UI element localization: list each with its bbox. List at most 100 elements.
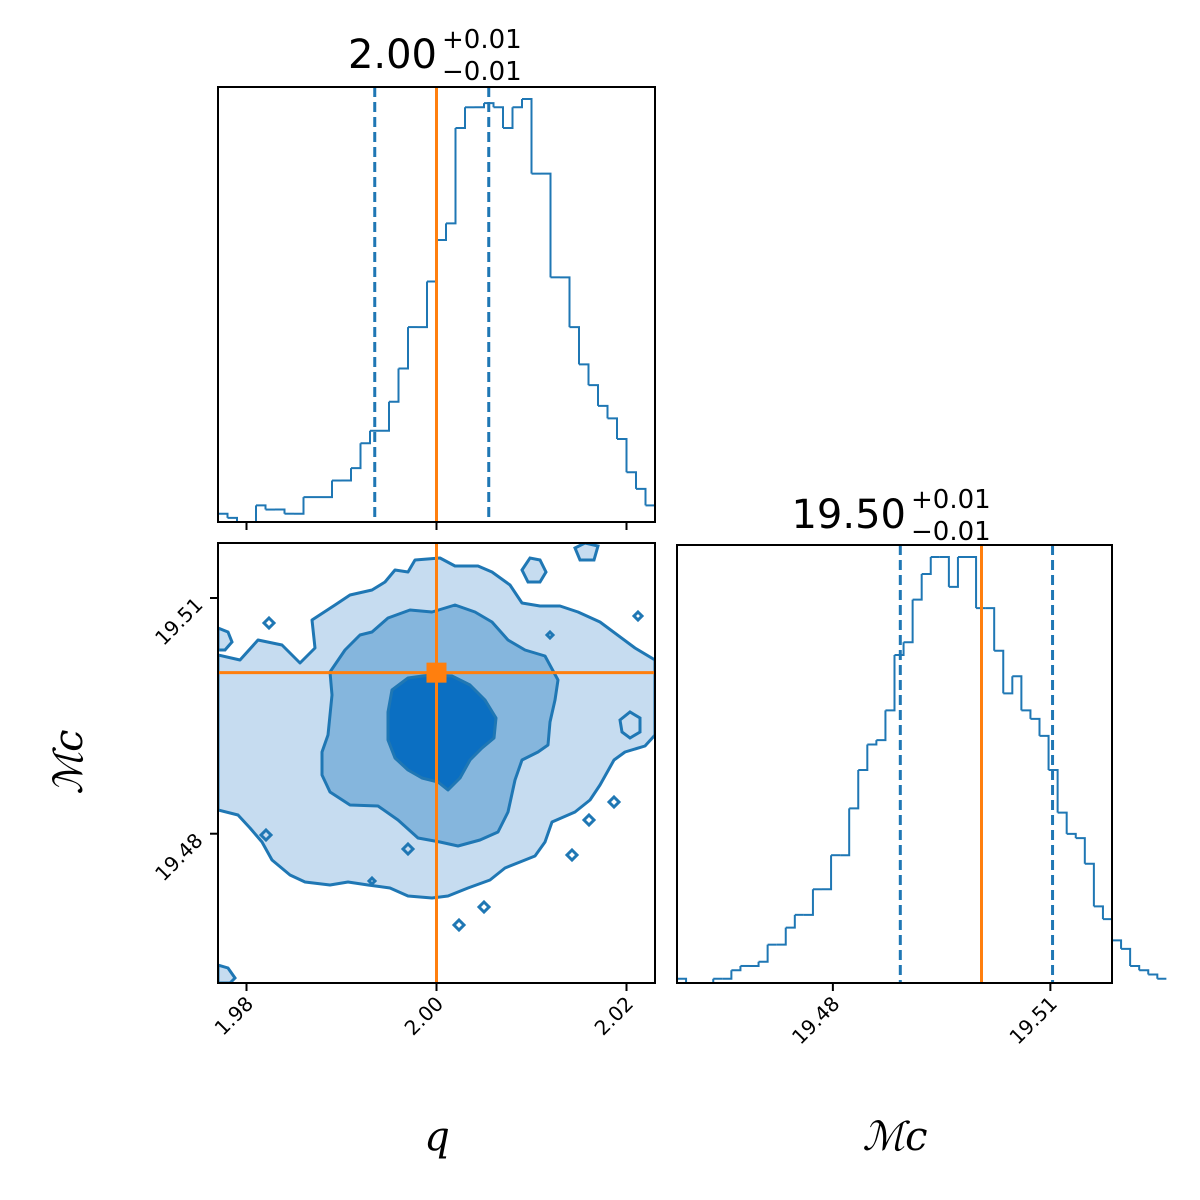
histogram-bin [579,363,590,386]
histogram-bin [512,99,523,109]
mc-axis-label: ℳc [862,1114,927,1160]
histogram-bin [417,281,428,329]
histogram-bin [731,965,742,972]
mc-axis-label-vertical: ℳc [46,729,92,794]
y-tick-label: 19.48 [150,828,207,885]
histogram-bin [341,468,352,482]
histogram-bin [1112,939,1123,949]
histogram-bin [446,128,457,225]
corner-q-mc-panel: q ℳc 1.98 2.00 2.02 19.48 19.51 [46,542,656,1160]
histogram-bin [1030,717,1041,736]
histogram-bin [598,404,609,419]
histogram-bin [294,497,305,515]
histogram-bin [1066,832,1077,839]
histogram-bin [1084,862,1095,907]
histogram-bin [569,326,580,365]
histogram-bin [493,106,504,129]
histogram-bin [227,516,238,522]
histogram-q-title-minus: −0.01 [442,57,522,87]
histogram-bin [858,744,869,771]
histogram-bin [360,430,371,445]
histogram-bin [351,443,362,470]
histogram-bin [379,401,390,432]
histogram-bin [948,557,959,588]
histogram-bin [1148,973,1159,979]
histogram-bin [484,102,495,108]
histogram-bin [921,557,932,576]
contour-island-4 [618,710,642,740]
histogram-bin [256,504,267,510]
histogram-bin [455,107,466,130]
histogram-bin [776,927,787,946]
histogram-bin [626,471,637,489]
contour-inner [386,673,498,792]
histogram-bin [389,368,400,403]
contour-island-3 [218,626,234,652]
histogram-bin [1121,947,1132,966]
histogram-bin [1093,905,1104,920]
histogram-bin [677,977,688,983]
histogram-bin [985,607,996,651]
histogram-mc-title-plus: +0.01 [911,485,991,515]
histogram-q-panel: 2.00 +0.01 −0.01 [217,25,656,530]
histogram-mc-panel: 19.50 +0.01 −0.01 ℳc 19.48 19.51 [676,485,1167,1160]
histogram-bin [503,107,514,130]
histogram-bin [840,808,851,857]
histogram-bin [803,889,814,916]
contour-island-5 [218,963,237,983]
y-tick-label: 19.51 [150,593,207,650]
histogram-bin [885,654,896,712]
histogram-bin [1021,709,1032,719]
histogram-bin [1130,964,1141,971]
histogram-mc-title: 19.50 [791,492,906,538]
panel-frame [676,544,1113,984]
histogram-bin [636,487,647,506]
histogram-bin [560,276,571,328]
contour-island-1 [520,556,548,584]
contour-island-2 [573,543,600,562]
histogram-bin [1102,918,1113,941]
histogram-bin [1075,837,1086,864]
histogram-bin [617,438,628,473]
histogram-bin [474,103,485,109]
histogram-bin [903,599,914,644]
histogram-q-title: 2.00 [348,32,437,78]
histogram-bin [785,914,796,929]
histogram-bin [939,556,950,587]
histogram-bin [522,98,533,174]
histogram-bin [322,480,333,499]
histogram-bin [398,327,409,370]
truth-marker [426,662,447,683]
histogram-bin [994,649,1005,694]
histogram-bin [722,970,733,980]
histogram-bin [246,505,257,523]
contour-dots [258,609,645,933]
histogram-bin [1057,811,1068,834]
histogram-bin [912,574,923,601]
histogram-bin [541,172,552,278]
histogram-mc-title-minus: −0.01 [911,517,991,547]
histogram-bin [607,417,618,440]
x-tick-label: 1.98 [210,992,258,1040]
histogram-bin [218,512,229,518]
x-tick-label: 2.00 [400,992,448,1040]
x-tick-label: 19.48 [787,992,844,1049]
histogram-bin [1003,676,1014,695]
x-tick-label: 19.51 [1004,992,1061,1049]
histogram-bin [849,770,860,810]
histogram-bin [822,855,833,891]
x-tick-label: 2.02 [590,992,638,1040]
histogram-bin [436,223,447,241]
histogram-bin [758,944,769,963]
histogram-q-title-plus: +0.01 [442,25,522,55]
histogram-bin [894,642,905,656]
q-axis-label: q [424,1114,450,1160]
histogram-bin [588,384,599,406]
histogram-bin [876,710,887,742]
histogram-bin [1012,675,1023,711]
histogram-bin [967,556,978,609]
histogram-bin [1139,969,1150,975]
histogram-bin [867,740,878,746]
histogram-bin [749,961,760,967]
